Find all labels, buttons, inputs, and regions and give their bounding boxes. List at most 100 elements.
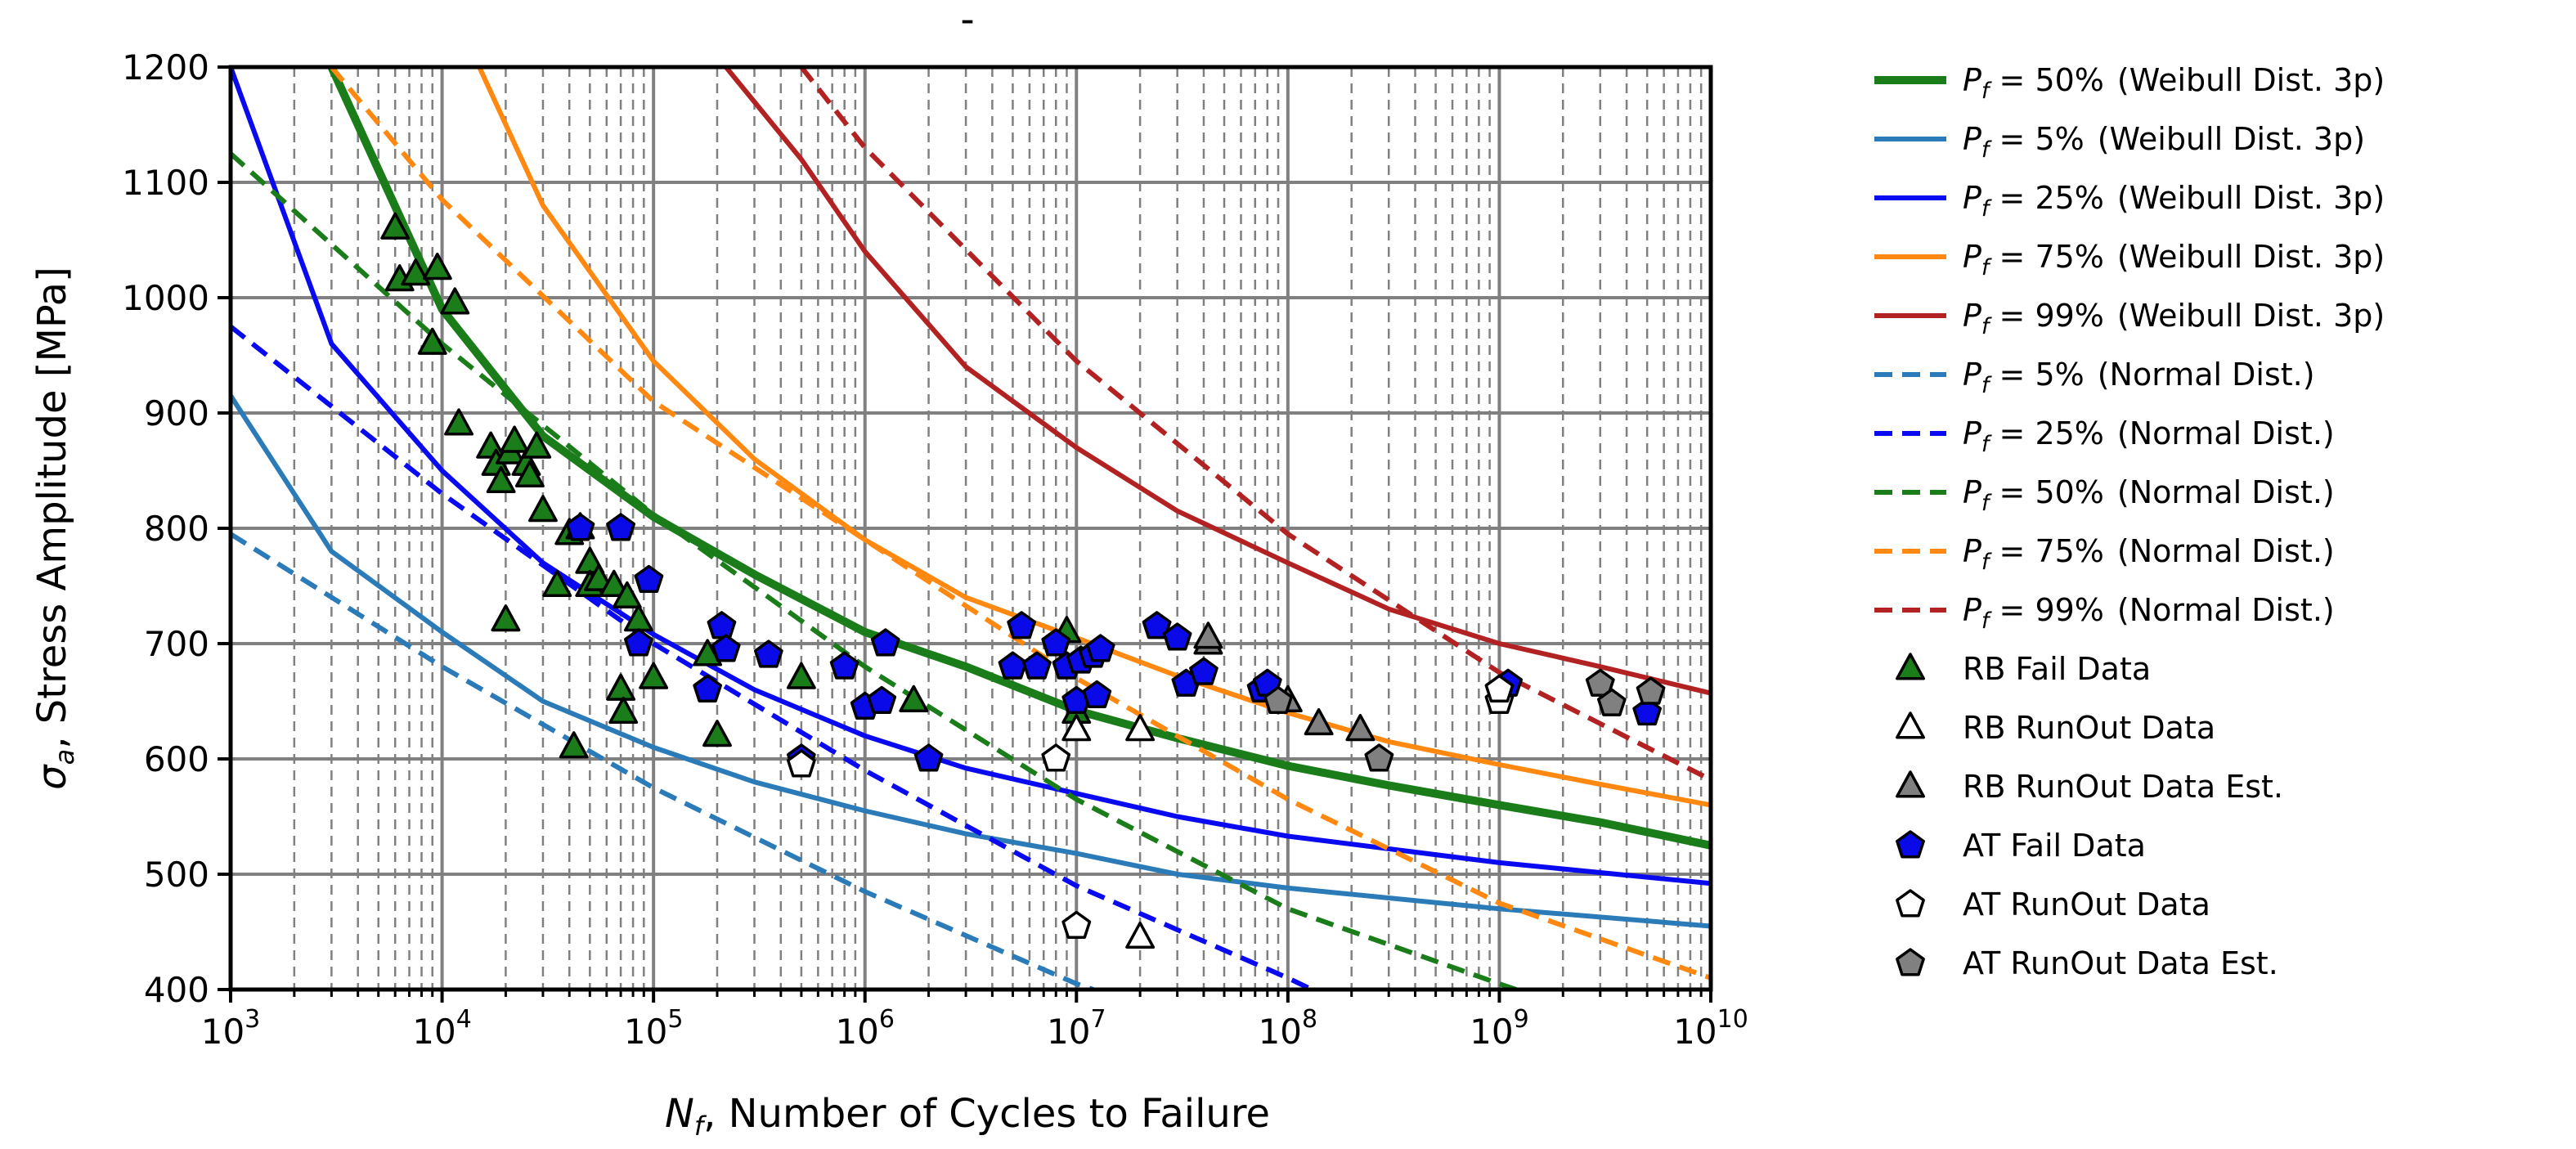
legend-pf-value: 25% bbox=[2035, 415, 2103, 451]
marker-at_fail bbox=[998, 651, 1028, 680]
chart-title: - bbox=[960, 0, 974, 43]
x-tick-exponent: 10 bbox=[1717, 1005, 1748, 1034]
y-axis-symbol: σ bbox=[29, 764, 75, 790]
curve-w50 bbox=[326, 67, 1711, 850]
y-axis-text: , Stress Amplitude [MPa] bbox=[29, 267, 75, 749]
legend-label-w50: Pf = 50% (Weibull Dist. 3p) bbox=[1963, 62, 2385, 104]
marker-at_fail bbox=[829, 651, 859, 680]
legend-equals: = bbox=[1989, 533, 2035, 569]
legend-pf-value: 99% bbox=[2035, 592, 2103, 628]
legend-marker-rb_runout_est bbox=[1896, 770, 1925, 798]
x-tick-exponent: 8 bbox=[1302, 1005, 1317, 1034]
curve-n99 bbox=[799, 67, 1711, 783]
marker-rb_fail bbox=[527, 495, 558, 523]
legend-pf-symbol: P bbox=[1963, 62, 1981, 98]
legend-pf-symbol: P bbox=[1963, 592, 1981, 628]
marker-rb_fail bbox=[422, 253, 452, 281]
marker-rb_fail bbox=[491, 604, 521, 632]
marker-at_fail bbox=[753, 640, 783, 668]
marker-at_runout bbox=[1041, 743, 1071, 772]
legend-pf-symbol: P bbox=[1963, 474, 1981, 510]
legend-label-n5: Pf = 5% (Normal Dist.) bbox=[1963, 357, 2315, 398]
curve-n50 bbox=[231, 151, 1517, 990]
marker-rb_fail bbox=[522, 431, 552, 459]
legend-marker-at_fail bbox=[1896, 830, 1925, 859]
legend-pf-symbol: P bbox=[1963, 180, 1981, 216]
x-tick-label: 105 bbox=[624, 1005, 684, 1052]
legend-label-w5: Pf = 5% (Weibull Dist. 3p) bbox=[1963, 121, 2365, 163]
marker-rb_fail bbox=[440, 287, 470, 315]
marker-at_runout_est bbox=[1636, 676, 1666, 705]
legend-label-w75: Pf = 75% (Weibull Dist. 3p) bbox=[1963, 239, 2385, 281]
marker-at_fail bbox=[1007, 611, 1037, 640]
x-tick-label: 107 bbox=[1047, 1005, 1106, 1052]
y-axis-label: σa, Stress Amplitude [MPa] bbox=[29, 267, 80, 790]
y-tick-label: 1200 bbox=[122, 47, 209, 88]
y-tick-label: 400 bbox=[144, 970, 209, 1010]
x-tick-exponent: 5 bbox=[667, 1005, 683, 1034]
legend-label-at_fail: AT Fail Data bbox=[1963, 828, 2146, 864]
legend-marker-rb_fail bbox=[1896, 653, 1925, 680]
marker-at_fail bbox=[1189, 657, 1218, 685]
legend-label-n99: Pf = 99% (Normal Dist.) bbox=[1963, 592, 2335, 634]
marker-at_fail bbox=[1082, 680, 1112, 708]
legend-equals: = bbox=[1989, 357, 2035, 393]
marker-rb_fail bbox=[702, 720, 732, 747]
marker-at_fail bbox=[707, 611, 737, 640]
axis-ticks: 103 104 105 106 107 108 109 1010400500600700800… bbox=[122, 47, 1748, 1052]
marker-rb_fail bbox=[476, 431, 506, 459]
marker-rb_runout_est bbox=[1304, 707, 1334, 736]
marker-rb_fail bbox=[899, 684, 929, 712]
legend-pf-value: 75% bbox=[2035, 239, 2103, 275]
legend-dist: (Normal Dist.) bbox=[2117, 592, 2335, 628]
marker-rb_fail bbox=[608, 696, 639, 725]
marker-at_fail bbox=[1021, 651, 1052, 680]
marker-at_fail bbox=[711, 634, 741, 662]
marker-at_runout_est bbox=[1263, 685, 1293, 715]
x-axis-label: Nf, Number of Cycles to Failure bbox=[665, 1091, 1270, 1142]
marker-rb_fail bbox=[542, 569, 572, 597]
curve-n75 bbox=[330, 67, 1711, 981]
y-tick-label: 1100 bbox=[122, 163, 209, 203]
legend-pf-symbol: P bbox=[1963, 415, 1981, 451]
legend-equals: = bbox=[1989, 415, 2035, 451]
marker-at_runout_est bbox=[1596, 688, 1627, 716]
marker-rb_fail bbox=[380, 212, 411, 240]
data-markers bbox=[380, 212, 1666, 949]
marker-rb_runout bbox=[1125, 714, 1156, 742]
y-tick-label: 800 bbox=[144, 509, 209, 549]
curves bbox=[231, 67, 1711, 990]
legend-marker-at_runout bbox=[1896, 889, 1925, 918]
legend-label-rb_runout: RB RunOut Data bbox=[1963, 710, 2215, 746]
legend: Pf = 50% (Weibull Dist. 3p) Pf = 5% (Weibul… bbox=[1874, 62, 2385, 981]
marker-at_fail bbox=[1142, 611, 1172, 640]
marker-rb_fail bbox=[639, 662, 669, 689]
x-tick-base: 10 bbox=[1047, 1012, 1090, 1052]
marker-rb_fail bbox=[486, 465, 516, 494]
marker-rb_fail bbox=[444, 408, 473, 436]
marker-at_runout bbox=[786, 749, 816, 778]
marker-rb_fail bbox=[606, 673, 636, 701]
legend-pf-symbol: P bbox=[1963, 239, 1981, 275]
marker-rb_fail bbox=[514, 460, 545, 487]
grid bbox=[229, 65, 1712, 991]
legend-dist: (Normal Dist.) bbox=[2098, 357, 2315, 393]
marker-rb_fail bbox=[401, 258, 431, 286]
x-tick-exponent: 4 bbox=[456, 1005, 472, 1034]
legend-label-rb_fail: RB Fail Data bbox=[1963, 651, 2151, 687]
legend-pf-value: 5% bbox=[2035, 357, 2084, 393]
y-tick-label: 1000 bbox=[122, 278, 209, 318]
y-tick-label: 500 bbox=[144, 855, 209, 895]
marker-rb_runout_est bbox=[1345, 714, 1376, 742]
marker-at_runout_est bbox=[1585, 668, 1615, 697]
legend-label-n50: Pf = 50% (Normal Dist.) bbox=[1963, 474, 2335, 516]
marker-rb_runout_est bbox=[1193, 622, 1223, 649]
legend-equals: = bbox=[1989, 298, 2035, 334]
x-tick-base: 10 bbox=[624, 1012, 667, 1052]
marker-rb_runout bbox=[1125, 921, 1156, 949]
x-tick-base: 10 bbox=[201, 1012, 245, 1052]
marker-rb_fail bbox=[500, 425, 530, 453]
x-tick-exponent: 7 bbox=[1090, 1005, 1106, 1034]
curve-w25 bbox=[231, 67, 1711, 886]
